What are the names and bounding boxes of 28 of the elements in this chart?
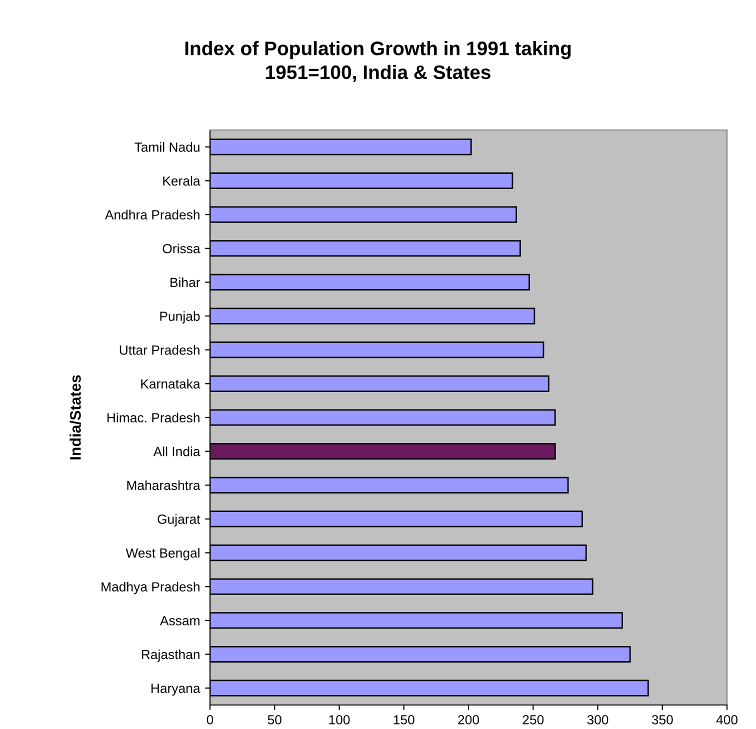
y-tick-label: Madhya Pradesh bbox=[102, 582, 200, 594]
x-tick-label: 100 bbox=[329, 715, 350, 724]
x-tick-label: 0 bbox=[206, 715, 214, 724]
x-tick-label: 50 bbox=[268, 715, 282, 724]
y-tick-label: Orissa bbox=[162, 244, 200, 254]
y-tick-label: Kerala bbox=[163, 176, 200, 186]
x-tick-label: 150 bbox=[394, 715, 414, 724]
x-tick-label: 300 bbox=[587, 715, 608, 724]
y-tick-label: All India bbox=[153, 446, 200, 456]
y-tick-label: Tamil Nadu bbox=[134, 142, 200, 152]
y-tick-label: Bihar bbox=[170, 277, 200, 288]
y-tick-label: Maharashtra bbox=[127, 480, 200, 490]
y-tick-label: Punjab bbox=[160, 311, 200, 324]
y-axis-title: India/States bbox=[70, 375, 82, 460]
y-tick-label: Andhra Pradesh bbox=[104, 210, 200, 220]
x-tick-label: 250 bbox=[522, 715, 544, 724]
y-tick-label: Assam bbox=[160, 616, 200, 626]
y-tick-label: Haryana bbox=[151, 684, 200, 696]
x-tick-label: 200 bbox=[458, 715, 479, 724]
x-tick-label: 350 bbox=[652, 715, 673, 724]
y-tick-label: Himac. Pradesh bbox=[108, 412, 200, 422]
y-tick-label: Gujarat bbox=[158, 514, 200, 526]
y-tick-label: Karnataka bbox=[141, 378, 200, 389]
y-tick-label: West Bengal bbox=[126, 548, 200, 560]
chart-title: Index of Population Growth in 1991 taking 1951=100, India & States bbox=[185, 41, 571, 82]
x-tick-label: 400 bbox=[716, 715, 738, 724]
y-tick-label: Rajasthan bbox=[142, 649, 200, 662]
y-tick-label: Uttar Pradesh bbox=[120, 345, 200, 355]
